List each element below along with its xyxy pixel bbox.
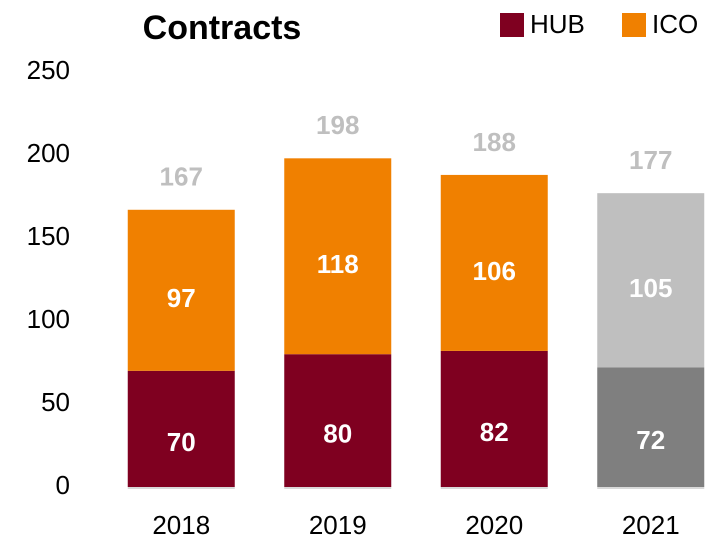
legend-label: ICO — [652, 9, 698, 39]
y-tick-label: 50 — [41, 387, 70, 417]
y-tick-label: 150 — [27, 221, 70, 251]
bar-segment — [127, 209, 235, 371]
total-label: 167 — [160, 162, 203, 192]
x-tick-label: 2021 — [622, 510, 680, 540]
value-label: 72 — [636, 425, 665, 455]
bar-segment — [284, 158, 392, 355]
bar-segment — [597, 193, 705, 368]
bar-segment — [440, 350, 548, 487]
y-tick-label: 0 — [56, 470, 70, 500]
y-tick-label: 250 — [27, 55, 70, 85]
bar-segment — [440, 174, 548, 351]
legend-label: HUB — [530, 9, 585, 39]
y-tick-label: 100 — [27, 304, 70, 334]
value-label: 105 — [629, 273, 672, 303]
total-label: 177 — [629, 145, 672, 175]
x-tick-label: 2019 — [309, 510, 367, 540]
bar-segment — [284, 354, 392, 487]
total-label: 188 — [473, 127, 516, 157]
value-label: 70 — [167, 427, 196, 457]
chart-title: Contracts — [143, 9, 302, 47]
value-label: 118 — [317, 249, 359, 279]
x-tick-label: 2020 — [465, 510, 523, 540]
bar-segment — [597, 367, 705, 487]
legend-swatch — [622, 13, 646, 37]
value-label: 106 — [473, 256, 516, 286]
value-label: 82 — [480, 417, 509, 447]
legend-swatch — [500, 13, 524, 37]
bar-segment — [127, 370, 235, 487]
value-label: 97 — [167, 283, 196, 313]
total-label: 198 — [316, 110, 359, 140]
x-tick-label: 2018 — [152, 510, 210, 540]
y-tick-label: 200 — [27, 138, 70, 168]
value-label: 80 — [323, 418, 352, 448]
